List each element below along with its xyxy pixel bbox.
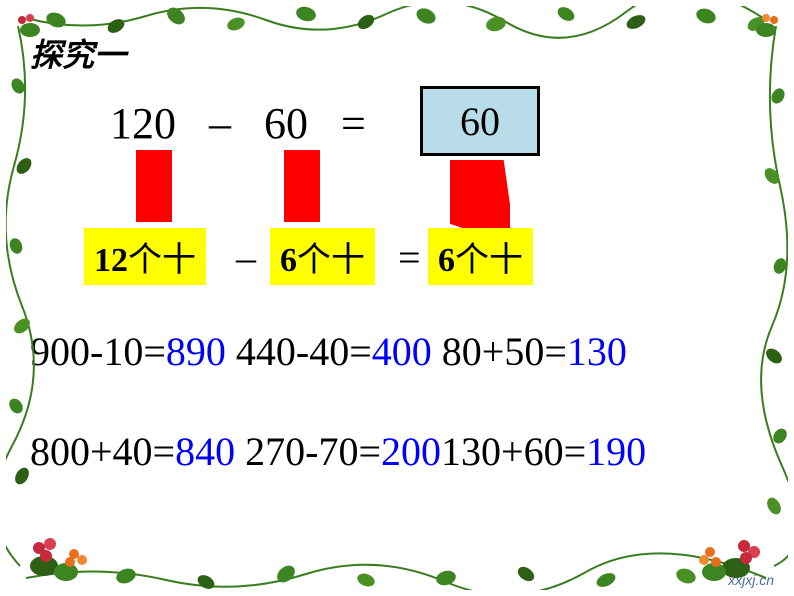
r1p2-ans: 400 — [372, 329, 432, 374]
tens-box-2: 6个十 — [270, 228, 375, 285]
tens-unit-2: 个十 — [297, 242, 365, 279]
r1p2-expr: 440-40= — [236, 329, 372, 374]
operand-b: 60 — [264, 99, 308, 148]
section-title: 探究一 — [30, 30, 126, 76]
tens-box-1: 12个十 — [84, 228, 206, 285]
r1p1-ans: 890 — [166, 329, 226, 374]
r2p2-expr: 270-70= — [245, 429, 381, 474]
r2p3-expr: 130+60= — [441, 429, 586, 474]
r2p3-ans: 190 — [586, 429, 646, 474]
slide: 探究一 120 – 60 = 60 12个十 – 6个十 = 6个十 900-1… — [0, 0, 794, 596]
r2p2-ans: 200 — [381, 429, 441, 474]
practice-row-1: 900-10=890 440-40=400 80+50=130 — [30, 328, 627, 375]
tens-num-1: 12 — [94, 242, 128, 279]
arrow-up-diag — [450, 160, 510, 232]
tens-unit-3: 个十 — [455, 242, 523, 279]
operand-a: 120 — [110, 99, 176, 148]
result-box: 60 — [420, 86, 540, 156]
tens-equals: = — [398, 234, 421, 281]
tens-box-3: 6个十 — [428, 228, 533, 285]
tens-num-3: 6 — [438, 242, 455, 279]
result-value: 60 — [460, 98, 500, 145]
vine-border — [6, 6, 788, 590]
arrow-down-2 — [284, 150, 320, 222]
practice-row-2: 800+40=840 270-70=200130+60=190 — [30, 428, 646, 475]
tens-unit-1: 个十 — [128, 242, 196, 279]
tens-minus: – — [236, 234, 256, 281]
tens-num-2: 6 — [280, 242, 297, 279]
main-equation: 120 – 60 = — [110, 98, 366, 149]
r1p3-expr: 80+50= — [442, 329, 567, 374]
r1p3-ans: 130 — [567, 329, 627, 374]
equals: = — [341, 99, 366, 148]
operator: – — [209, 99, 231, 148]
arrow-down-1 — [136, 150, 172, 222]
r1p1-expr: 900-10= — [30, 329, 166, 374]
watermark: xxjxj.cn — [728, 572, 774, 588]
r2p1-ans: 840 — [175, 429, 235, 474]
r2p1-expr: 800+40= — [30, 429, 175, 474]
